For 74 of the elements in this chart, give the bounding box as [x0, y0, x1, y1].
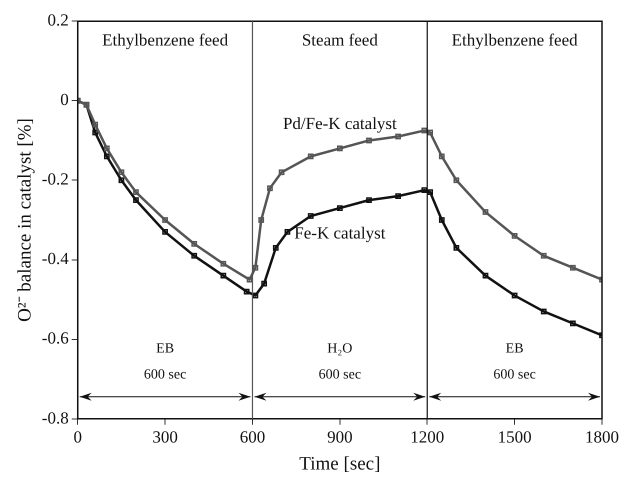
- point: [453, 244, 460, 251]
- annotation: Steam feed: [302, 30, 378, 50]
- point: [118, 177, 124, 184]
- point: [482, 272, 488, 279]
- point: [395, 193, 401, 200]
- point: [246, 276, 252, 283]
- point: [482, 209, 488, 215]
- point: [366, 197, 372, 203]
- series-label: Fe-K catalyst: [294, 224, 386, 243]
- point: [278, 169, 284, 176]
- point: [421, 128, 428, 134]
- point: [220, 260, 226, 267]
- x-tick-label: 1200: [410, 427, 444, 446]
- point: [453, 177, 460, 184]
- point: [191, 252, 198, 259]
- point: [395, 134, 401, 140]
- point: [133, 197, 139, 203]
- point: [366, 138, 372, 144]
- point: [252, 264, 258, 271]
- point: [421, 187, 428, 194]
- point: [427, 130, 434, 136]
- x-tick-label: 1500: [498, 427, 532, 446]
- point: [570, 264, 576, 271]
- annotation: 600 sec: [318, 367, 362, 382]
- point: [118, 169, 124, 176]
- y-tick-label: 0: [60, 90, 69, 110]
- point: [133, 189, 139, 196]
- point: [104, 146, 110, 152]
- point: [438, 154, 445, 160]
- x-tick-label: 300: [152, 427, 178, 446]
- point: [284, 229, 290, 235]
- y-axis-title: O²⁻ balance in catalyst [%]: [14, 118, 36, 322]
- point: [261, 280, 267, 286]
- point: [272, 244, 279, 251]
- point: [162, 217, 168, 223]
- point: [258, 217, 264, 223]
- point: [308, 213, 314, 219]
- point: [92, 130, 98, 136]
- point: [512, 292, 518, 298]
- point: [540, 252, 547, 259]
- y-tick-label: -0.8: [42, 408, 69, 428]
- point: [570, 320, 576, 326]
- point: [336, 146, 343, 152]
- annotation: Ethylbenzene feed: [102, 30, 229, 50]
- y-tick-label: -0.2: [42, 170, 69, 189]
- point: [267, 185, 273, 192]
- x-axis-title: Time [sec]: [299, 454, 380, 475]
- y-tick-label: -0.6: [42, 328, 69, 348]
- point: [191, 240, 198, 247]
- point: [220, 272, 226, 279]
- series-label: Pd/Fe-K catalyst: [282, 114, 398, 133]
- point: [438, 217, 445, 223]
- annotation: H₂O: [327, 341, 352, 356]
- point: [336, 205, 343, 211]
- annotation: Ethylbenzene feed: [452, 30, 578, 50]
- point: [92, 122, 98, 128]
- annotation: 600 sec: [144, 367, 186, 382]
- point: [308, 154, 314, 160]
- point: [252, 292, 258, 298]
- y-tick-label: -0.4: [42, 249, 70, 268]
- annotation: EB: [156, 341, 174, 356]
- x-tick-label: 1800: [585, 427, 619, 446]
- point: [104, 154, 110, 160]
- annotation: EB: [506, 341, 524, 356]
- point: [162, 229, 168, 235]
- y-tick-label: 0.2: [47, 10, 69, 30]
- x-tick-label: 600: [240, 427, 266, 446]
- annotation: 600 sec: [493, 367, 536, 382]
- point: [244, 288, 250, 294]
- x-tick-label: 900: [327, 427, 353, 446]
- point: [540, 308, 547, 314]
- point: [427, 189, 434, 196]
- point: [512, 233, 518, 239]
- x-tick-label: 0: [73, 427, 82, 446]
